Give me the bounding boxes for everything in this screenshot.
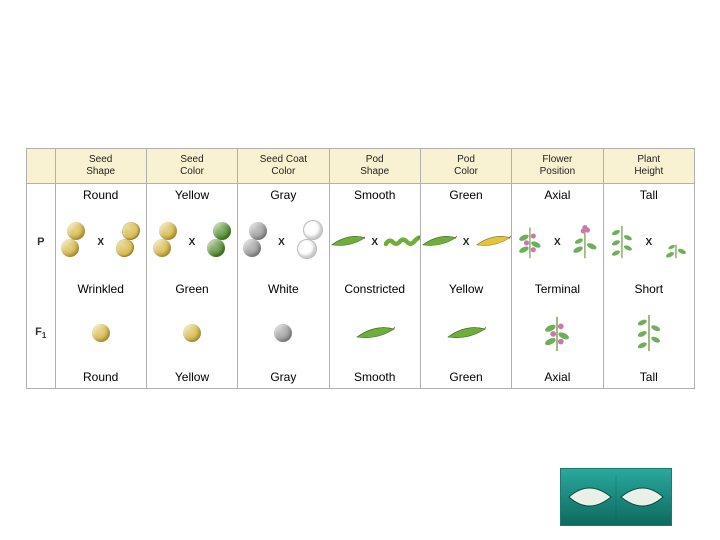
cross-symbol: X (554, 237, 561, 248)
recessive-text-row-cell-5: Terminal (512, 278, 603, 300)
dominant-text-row-cell-6: Tall (603, 184, 694, 207)
dominant-text-row-cell-4: Green (420, 184, 511, 207)
dominant-text-row-cell-2: Gray (238, 184, 329, 207)
f1-text-row-cell-4: Green (420, 366, 511, 388)
seed_coat_color-f1-icon (238, 300, 329, 366)
recessive-text-row-cell-2: White (238, 278, 329, 300)
dominant-text-row-cell-0: Round (55, 184, 146, 207)
header-seed-color: SeedColor (146, 149, 237, 184)
pod_shape-f1-icon (329, 300, 420, 366)
header-plant-height: PlantHeight (603, 149, 694, 184)
flower_position-p-icon: X (512, 206, 603, 278)
seed_coat_color-p-icon: X (238, 206, 329, 278)
recessive-text-row-cell-1: Green (146, 278, 237, 300)
pod_color-p-icon: X (420, 206, 511, 278)
dominant-text-row: RoundYellowGraySmoothGreenAxialTall (27, 184, 695, 207)
f1-text-row-cell-2: Gray (238, 366, 329, 388)
image-row-p: PXXX X X X (27, 206, 695, 278)
flower_position-f1-icon (512, 300, 603, 366)
cross-symbol: X (371, 237, 378, 248)
seed_shape-p-icon: X (55, 206, 146, 278)
pod_shape-p-icon: X (329, 206, 420, 278)
image-row-f1: F1 (27, 300, 695, 366)
dominant-text-row-cell-5: Axial (512, 184, 603, 207)
plant_height-p-icon: X (603, 206, 694, 278)
seed_color-p-icon: X (146, 206, 237, 278)
header-row: SeedShape SeedColor Seed CoatColor PodSh… (27, 149, 695, 184)
row-label-p: P (27, 206, 55, 278)
mendel-traits-table: SeedShape SeedColor Seed CoatColor PodSh… (26, 148, 695, 389)
nav-eye-icon (561, 469, 671, 525)
header-seed-shape: SeedShape (55, 149, 146, 184)
pod_color-f1-icon (420, 300, 511, 366)
f1-text-row-cell-0: Round (55, 366, 146, 388)
plant_height-f1-icon (603, 300, 694, 366)
cross-symbol: X (645, 237, 652, 248)
header-pod-shape: PodShape (329, 149, 420, 184)
f1-text-row-cell-5: Axial (512, 366, 603, 388)
dominant-text-row-cell-3: Smooth (329, 184, 420, 207)
dominant-text-row-cell-1: Yellow (146, 184, 237, 207)
header-blank (27, 149, 55, 184)
recessive-text-row-cell-4: Yellow (420, 278, 511, 300)
recessive-text-row: WrinkledGreenWhiteConstrictedYellowTermi… (27, 278, 695, 300)
f1-text-row-cell-3: Smooth (329, 366, 420, 388)
cross-symbol: X (463, 237, 470, 248)
header-seed-coat-color: Seed CoatColor (238, 149, 329, 184)
f1-text-row-cell-6: Tall (603, 366, 694, 388)
cross-symbol: X (97, 237, 104, 248)
recessive-text-row-cell-3: Constricted (329, 278, 420, 300)
seed_shape-f1-icon (55, 300, 146, 366)
seed_color-f1-icon (146, 300, 237, 366)
header-pod-color: PodColor (420, 149, 511, 184)
header-flower-position: FlowerPosition (512, 149, 603, 184)
recessive-text-row-cell-0: Wrinkled (55, 278, 146, 300)
row-label-f1: F1 (27, 300, 55, 366)
f1-text-row: RoundYellowGraySmoothGreenAxialTall (27, 366, 695, 388)
nav-arrows-widget[interactable] (560, 468, 672, 526)
cross-symbol: X (278, 237, 285, 248)
f1-text-row-cell-1: Yellow (146, 366, 237, 388)
recessive-text-row-cell-6: Short (603, 278, 694, 300)
cross-symbol: X (189, 237, 196, 248)
